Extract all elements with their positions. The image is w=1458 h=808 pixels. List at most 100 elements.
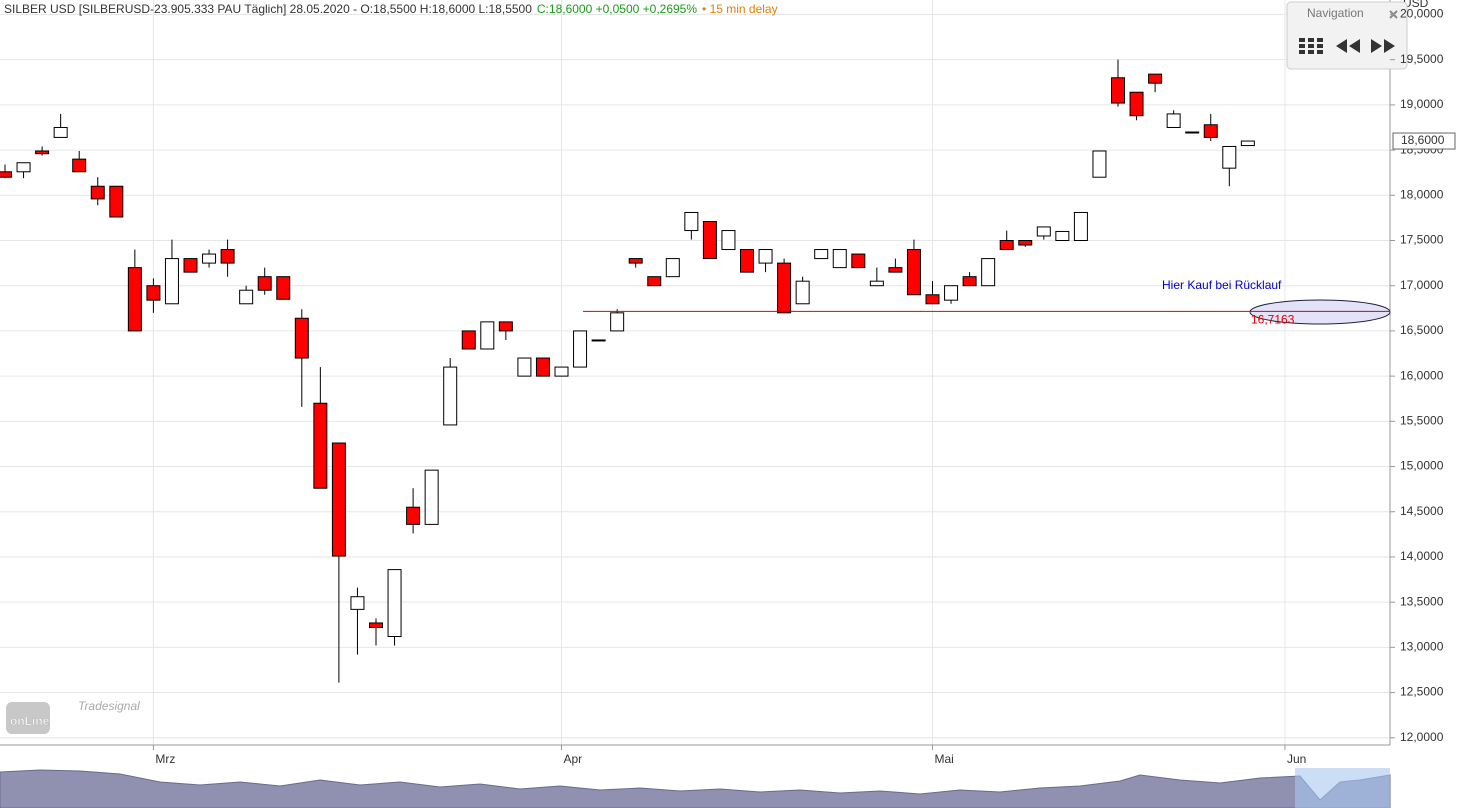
candle-body: [517, 357, 532, 377]
candle-body: [1222, 145, 1237, 169]
candle-body: [53, 126, 68, 138]
candle-body: [1111, 77, 1125, 104]
candle-body: [461, 330, 476, 350]
candle-body: [202, 253, 217, 264]
candle-body: [387, 569, 402, 638]
y-tick-label: 20,0000: [1400, 7, 1444, 21]
y-tick-label: 15,5000: [1400, 413, 1444, 427]
y-tick-label: 15,0000: [1400, 459, 1444, 473]
candle-body: [573, 330, 588, 368]
candle-body: [1148, 73, 1163, 84]
navigation-panel: Navigation: [1286, 1, 1408, 70]
candle-body: [1055, 230, 1070, 241]
y-tick-label: 19,0000: [1400, 97, 1444, 111]
candle-body: [740, 249, 754, 273]
candle-body: [535, 357, 550, 377]
candle-body: [628, 258, 643, 264]
candle-body: [906, 249, 921, 296]
navigation-title: Navigation: [1307, 6, 1364, 20]
y-tick-label: 12,5000: [1400, 685, 1444, 699]
candle-body: [406, 506, 421, 525]
header-change: C:18,6000 +0,0500 +0,2695%: [537, 2, 697, 16]
candle-body: [109, 185, 124, 218]
candle-body: [610, 312, 625, 332]
y-tick-label: 17,0000: [1400, 278, 1444, 292]
candle-body: [0, 171, 12, 178]
y-tick-label: 13,5000: [1400, 594, 1444, 608]
x-tick-label: Mai: [935, 752, 954, 766]
candle-body: [313, 402, 328, 489]
candle-body: [647, 276, 662, 287]
x-tick-label: Jun: [1287, 752, 1306, 766]
y-tick-label: 14,0000: [1400, 549, 1444, 563]
candle-body: [851, 253, 866, 269]
candle-body: [944, 285, 959, 301]
candle-body: [35, 150, 50, 155]
candle-body: [90, 185, 105, 200]
candle-body: [127, 267, 142, 332]
candle-body: [591, 339, 606, 342]
candles: [0, 59, 1255, 683]
candle-body: [999, 239, 1014, 251]
candle-body: [925, 294, 940, 305]
x-tick-label: Mrz: [155, 752, 175, 766]
candle-body: [72, 158, 87, 173]
annotation-ellipse: [1249, 299, 1391, 325]
candle-body: [146, 285, 161, 301]
candle-body: [1018, 239, 1033, 246]
candle-body: [554, 366, 569, 377]
candle-body: [350, 596, 365, 610]
grid-button[interactable]: [1299, 38, 1323, 54]
candle-body: [276, 276, 291, 300]
last-price-label: 18,6000: [1401, 133, 1445, 147]
candle-body: [832, 249, 847, 269]
candle-body: [1240, 140, 1255, 147]
candle-body: [814, 249, 829, 260]
header: SILBER USD [SILBERUSD-23.905.333 PAU Täg…: [4, 2, 778, 16]
candle-body: [758, 249, 773, 264]
candle-body: [239, 289, 254, 305]
y-tick-label: 12,0000: [1400, 730, 1444, 744]
candle-body: [888, 267, 903, 273]
back-button[interactable]: [1336, 39, 1360, 53]
y-tick-label: 19,5000: [1400, 52, 1444, 66]
candle-body: [721, 230, 736, 251]
x-tick-label: Apr: [564, 752, 583, 766]
candle-body: [498, 321, 513, 332]
candle-body: [1036, 226, 1051, 237]
candle-body: [962, 276, 977, 287]
candle-body: [480, 321, 495, 350]
candle-body: [1185, 131, 1200, 134]
y-tick-label: 16,5000: [1400, 323, 1444, 337]
candle-body: [443, 366, 458, 426]
y-tick-label: 13,0000: [1400, 640, 1444, 654]
header-delay: • 15 min delay: [702, 2, 778, 16]
candle-body: [981, 258, 996, 287]
y-tick-label: 16,0000: [1400, 368, 1444, 382]
candle-body: [1203, 124, 1218, 138]
candle-body: [294, 317, 309, 359]
candle-body: [777, 262, 792, 314]
header-info: SILBER USD [SILBERUSD-23.905.333 PAU Täg…: [4, 2, 532, 16]
y-tick-label: 18,0000: [1400, 187, 1444, 201]
candle-body: [1073, 211, 1088, 241]
candle-body: [424, 469, 439, 525]
candle-body: [1092, 150, 1107, 178]
y-tick-label: 17,5000: [1400, 233, 1444, 247]
grid: [0, 0, 1390, 745]
navigator-window[interactable]: [1295, 768, 1390, 808]
annotation-text: Hier Kauf bei Rücklauf: [1162, 278, 1282, 292]
candle-body: [665, 258, 680, 278]
last-price-box: [1392, 132, 1456, 150]
watermark-logo: onLine: [10, 714, 50, 728]
annotations: 16,7163: [583, 310, 1390, 327]
forward-button[interactable]: [1371, 39, 1395, 53]
candle-body: [164, 258, 179, 305]
candle-body: [220, 249, 235, 264]
candle-body: [257, 276, 272, 291]
watermark-badge: [6, 702, 50, 734]
candle-body: [16, 162, 31, 173]
y-axis-label: USD: [1403, 0, 1429, 10]
